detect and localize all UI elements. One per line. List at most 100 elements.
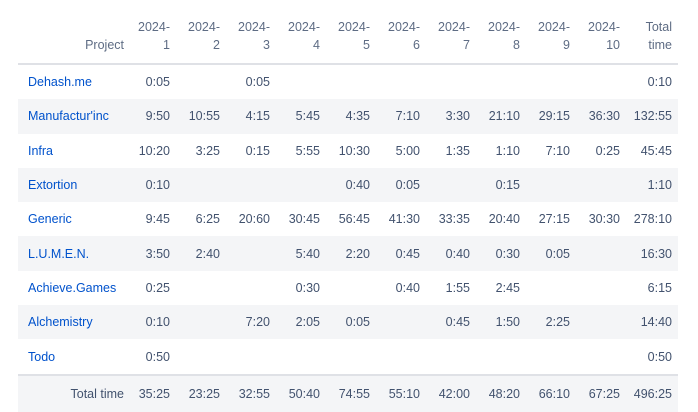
time-cell: 33:35 xyxy=(426,202,476,237)
column-header-month: 2024- 4 xyxy=(276,0,326,65)
time-cell: 0:45 xyxy=(376,236,426,271)
time-cell: 0:25 xyxy=(576,133,626,168)
column-header-line: time xyxy=(648,38,672,52)
project-cell: Todo xyxy=(18,339,126,375)
project-link[interactable]: Infra xyxy=(28,143,54,158)
time-cell: 0:45 xyxy=(426,305,476,340)
project-cell: Manufactur'inc xyxy=(18,99,126,134)
time-cell: 2:45 xyxy=(476,270,526,306)
row-total-cell: 0:50 xyxy=(626,339,678,375)
column-header-month: 2024- 5 xyxy=(326,0,376,65)
time-cell xyxy=(426,64,476,100)
time-cell xyxy=(376,64,426,100)
time-cell: 0:50 xyxy=(126,339,176,375)
time-cell: 0:15 xyxy=(226,133,276,168)
time-cell: 0:05 xyxy=(326,305,376,340)
time-cell: 0:05 xyxy=(126,64,176,100)
time-cell: 0:40 xyxy=(426,236,476,271)
time-cell: 2:20 xyxy=(326,236,376,271)
time-cell xyxy=(176,167,226,203)
column-header-line: 2024- xyxy=(238,20,270,34)
project-link[interactable]: Dehash.me xyxy=(28,75,92,90)
column-header-line: 5 xyxy=(363,38,370,52)
time-cell: 5:40 xyxy=(276,236,326,271)
time-cell: 5:45 xyxy=(276,99,326,134)
table-body: Dehash.me 0:05 0:05 0:10 Manufactur'inc 9:50 1… xyxy=(18,64,678,375)
time-cell xyxy=(176,64,226,100)
time-cell: 9:45 xyxy=(126,202,176,237)
time-cell: 0:05 xyxy=(526,236,576,271)
table-row: Alchemistry 0:10 7:20 2:05 0:05 0:45 1:50 2:25 1… xyxy=(18,305,678,340)
column-header-line: 7 xyxy=(463,38,470,52)
column-header-month: 2024- 1 xyxy=(126,0,176,65)
total-time-cell: 67:25 xyxy=(576,373,626,412)
total-time-label: Total time xyxy=(18,373,126,412)
time-cell: 3:30 xyxy=(426,99,476,134)
column-header-line: 4 xyxy=(313,38,320,52)
time-cell: 5:55 xyxy=(276,133,326,168)
time-cell xyxy=(576,339,626,375)
table-footer: Total time 35:25 23:25 32:55 50:40 74:55… xyxy=(18,373,678,412)
time-cell xyxy=(526,167,576,203)
project-link[interactable]: Alchemistry xyxy=(28,315,93,330)
time-cell xyxy=(526,339,576,375)
time-cell: 10:30 xyxy=(326,133,376,168)
time-cell: 1:10 xyxy=(476,133,526,168)
column-header-month: 2024- 6 xyxy=(376,0,426,65)
time-cell xyxy=(576,236,626,271)
table-row: Extortion 0:10 0:40 0:05 0:15 1:10 xyxy=(18,167,678,203)
project-cell: Extortion xyxy=(18,167,126,203)
time-cell: 3:25 xyxy=(176,133,226,168)
project-link[interactable]: L.U.M.E.N. xyxy=(28,246,90,261)
time-cell xyxy=(476,64,526,100)
time-cell: 0:30 xyxy=(476,236,526,271)
project-link[interactable]: Todo xyxy=(28,349,56,364)
table-row: L.U.M.E.N. 3:50 2:40 5:40 2:20 0:45 0:40 0:30 0:… xyxy=(18,236,678,271)
project-cell: L.U.M.E.N. xyxy=(18,236,126,271)
time-cell: 0:10 xyxy=(126,305,176,340)
time-cell xyxy=(276,339,326,375)
column-header-line: 1 xyxy=(163,38,170,52)
time-cell xyxy=(576,167,626,203)
time-cell: 7:10 xyxy=(526,133,576,168)
time-cell xyxy=(476,339,526,375)
project-link[interactable]: Extortion xyxy=(28,178,78,193)
row-total-cell: 1:10 xyxy=(626,167,678,203)
column-header-month: 2024- 9 xyxy=(526,0,576,65)
project-link[interactable]: Manufactur'inc xyxy=(28,109,109,124)
time-cell: 20:60 xyxy=(226,202,276,237)
time-cell: 10:55 xyxy=(176,99,226,134)
time-cell xyxy=(576,270,626,306)
row-total-cell: 278:10 xyxy=(626,202,678,237)
column-header-line: 8 xyxy=(513,38,520,52)
time-cell xyxy=(226,339,276,375)
row-total-cell: 132:55 xyxy=(626,99,678,134)
column-header-line: 2024- xyxy=(488,20,520,34)
row-total-cell: 0:10 xyxy=(626,64,678,100)
column-header-project: Project xyxy=(18,0,126,65)
project-link[interactable]: Generic xyxy=(28,212,72,227)
total-time-cell: 35:25 xyxy=(126,373,176,412)
project-cell: Achieve.Games xyxy=(18,270,126,306)
time-cell xyxy=(226,236,276,271)
table-row: Achieve.Games 0:25 0:30 0:40 1:55 2:45 6:15 xyxy=(18,270,678,306)
time-cell: 56:45 xyxy=(326,202,376,237)
row-total-cell: 45:45 xyxy=(626,133,678,168)
time-cell: 0:40 xyxy=(326,167,376,203)
project-link[interactable]: Achieve.Games xyxy=(28,280,117,295)
project-cell: Generic xyxy=(18,202,126,237)
time-cell xyxy=(176,339,226,375)
total-time-row: Total time 35:25 23:25 32:55 50:40 74:55… xyxy=(18,373,678,412)
time-cell: 1:55 xyxy=(426,270,476,306)
total-time-cell: 66:10 xyxy=(526,373,576,412)
total-time-cell: 55:10 xyxy=(376,373,426,412)
time-cell: 0:05 xyxy=(226,64,276,100)
column-header-month: 2024- 2 xyxy=(176,0,226,65)
table-row: Manufactur'inc 9:50 10:55 4:15 5:45 4:35 7:10 3… xyxy=(18,99,678,134)
header-row: Project 2024- 1 2024- 2 2024- 3 2024- 4 2024… xyxy=(18,0,678,65)
column-header-line: 2024- xyxy=(288,20,320,34)
time-cell xyxy=(276,64,326,100)
total-time-cell: 50:40 xyxy=(276,373,326,412)
time-cell: 4:35 xyxy=(326,99,376,134)
column-header-total-time: Total time xyxy=(626,0,678,65)
